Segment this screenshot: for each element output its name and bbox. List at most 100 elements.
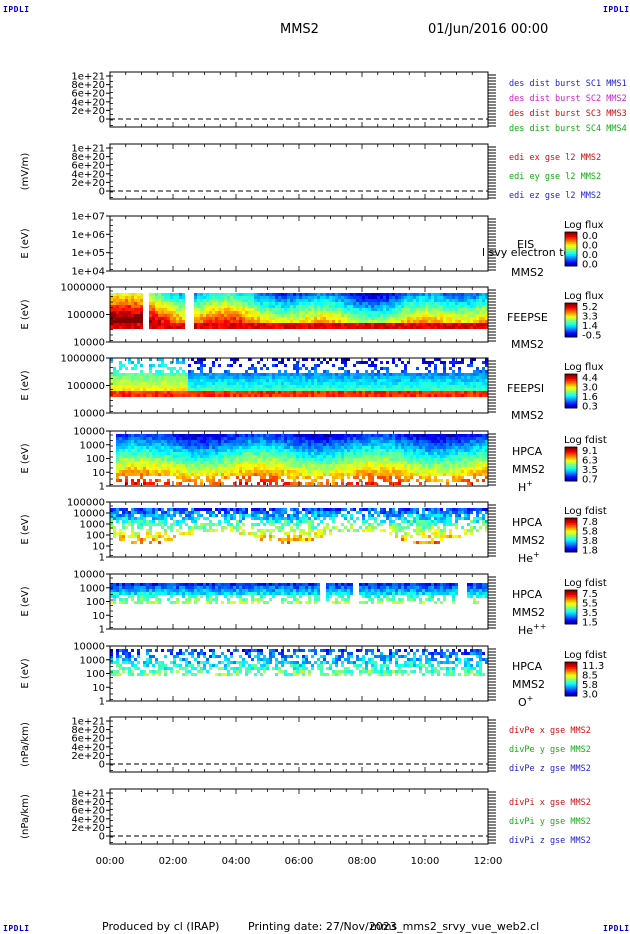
spectrogram-cell [149, 461, 152, 464]
spectrogram-cell [245, 391, 248, 394]
spectrogram-cell [155, 446, 158, 449]
spectrogram-cell [263, 373, 266, 376]
spectrogram-cell [299, 473, 302, 476]
spectrogram-cell [482, 317, 485, 320]
spectrogram-cell [389, 308, 392, 311]
spectrogram-cell [311, 311, 314, 314]
spectrogram-cell [134, 296, 137, 299]
spectrogram-cell [404, 320, 407, 323]
spectrogram-cell [338, 320, 341, 323]
spectrogram-cell [368, 473, 371, 476]
spectrogram-cell [326, 293, 329, 296]
spectrogram-cell [473, 311, 476, 314]
spectrogram-cell [128, 296, 131, 299]
spectrogram-cell [140, 305, 143, 308]
spectrogram-cell [386, 299, 389, 302]
spectrogram-cell [449, 302, 452, 305]
spectrogram-cell [296, 373, 299, 376]
spectrogram-cell [392, 394, 395, 397]
spectrogram-cell [455, 440, 458, 443]
spectrogram-cell [161, 394, 164, 397]
colorbar-swatch [565, 330, 577, 333]
spectrogram-cell [266, 296, 269, 299]
spectrogram-cell [326, 446, 329, 449]
spectrogram-cell [197, 361, 200, 364]
spectrogram-cell [482, 388, 485, 391]
spectrogram-cell [128, 293, 131, 296]
spectrogram-cell [386, 470, 389, 473]
spectrogram-cell [407, 376, 410, 379]
spectrogram-cell [467, 293, 470, 296]
spectrogram-cell [218, 302, 221, 305]
spectrogram-cell [188, 446, 191, 449]
spectrogram-cell [191, 376, 194, 379]
spectrogram-cell [263, 323, 266, 326]
y-tick-label: 100000 [67, 310, 105, 321]
spectrogram-cell [152, 440, 155, 443]
spectrogram-cell [332, 326, 335, 329]
spectrogram-cell [374, 364, 377, 367]
spectrogram-cell [269, 470, 272, 473]
spectrogram-cell [359, 314, 362, 317]
spectrogram-cell [281, 376, 284, 379]
spectrogram-cell [227, 476, 230, 479]
spectrogram-cell [248, 446, 251, 449]
spectrogram-cell [149, 296, 152, 299]
spectrogram-cell [221, 388, 224, 391]
spectrogram-cell [209, 394, 212, 397]
spectrogram-cell [122, 449, 125, 452]
spectrogram-cell [425, 382, 428, 385]
spectrogram-cell [437, 358, 440, 361]
spectrogram-cell [467, 308, 470, 311]
spectrogram-cell [458, 449, 461, 452]
spectrogram-cell [167, 376, 170, 379]
spectrogram-cell [386, 458, 389, 461]
spectrogram-cell [275, 482, 278, 485]
spectrogram-cell [182, 388, 185, 391]
spectrogram-cell [200, 482, 203, 485]
spectrogram-cell [110, 305, 113, 308]
spectrogram-cell [425, 388, 428, 391]
spectrogram-cell [470, 379, 473, 382]
spectrogram-cell [176, 317, 179, 320]
spectrogram-cell [302, 317, 305, 320]
spectrogram-cell [374, 446, 377, 449]
spectrogram-cell [263, 391, 266, 394]
spectrogram-cell [164, 364, 167, 367]
spectrogram-cell [158, 461, 161, 464]
spectrogram-cell [326, 437, 329, 440]
spectrogram-cell [227, 464, 230, 467]
spectrogram-cell [233, 458, 236, 461]
spectrogram-cell [374, 452, 377, 455]
spectrogram-cell [293, 394, 296, 397]
spectrogram-cell [254, 470, 257, 473]
spectrogram-cell [179, 311, 182, 314]
spectrogram-cell [152, 388, 155, 391]
spectrogram-cell [155, 434, 158, 437]
spectrogram-cell [143, 379, 146, 382]
spectrogram-cell [125, 308, 128, 311]
colorbar-swatch [565, 335, 577, 338]
spectrogram-cell [116, 373, 119, 376]
spectrogram-cell [281, 437, 284, 440]
spectrogram-cell [203, 326, 206, 329]
spectrogram-cell [314, 293, 317, 296]
spectrogram-cell [344, 446, 347, 449]
spectrogram-cell [155, 308, 158, 311]
spectrogram-cell [200, 461, 203, 464]
spectrogram-cell [191, 382, 194, 385]
spectrogram-cell [194, 434, 197, 437]
spectrogram-cell [299, 326, 302, 329]
spectrogram-cell [380, 458, 383, 461]
spectrogram-cell [146, 458, 149, 461]
spectrogram-cell [482, 385, 485, 388]
spectrogram-cell [284, 302, 287, 305]
spectrogram-cell [185, 394, 188, 397]
spectrogram-cell [248, 455, 251, 458]
spectrogram-cell [281, 305, 284, 308]
spectrogram-cell [221, 443, 224, 446]
spectrogram-cell [290, 382, 293, 385]
spectrogram-cell [254, 464, 257, 467]
spectrogram-cell [386, 467, 389, 470]
spectrogram-cell [329, 443, 332, 446]
